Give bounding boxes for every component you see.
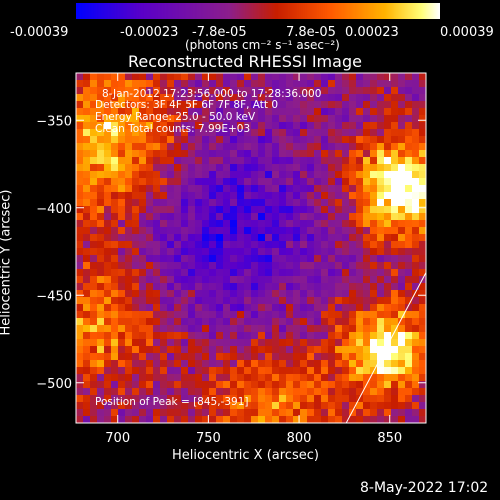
annotation-energy: Energy Range: 25.0 - 50.0 keV xyxy=(95,111,256,123)
colorbar-tick-label: -7.8e-05 xyxy=(192,25,247,40)
peak-position-label: Position of Peak = [845,-391] xyxy=(95,396,249,408)
y-tick-label: −350 xyxy=(36,114,72,129)
footer-date: 8-May-2022 17:02 xyxy=(360,480,489,496)
x-tick-label: 750 xyxy=(196,431,221,446)
annotation-detectors: Detectors: 3F 4F 5F 6F 7F 8F, Att 0 xyxy=(95,99,279,111)
annotation-clean: Clean Total counts: 7.99E+03 xyxy=(95,123,251,135)
plot-frame xyxy=(75,72,427,424)
solar-limb-line xyxy=(345,272,426,423)
colorbar-tick-label: -0.00039 xyxy=(10,25,69,40)
colorbar-units: (photons cm⁻² s⁻¹ asec⁻²) xyxy=(185,38,340,52)
annotation-time: 8-Jan-2012 17:23:56.000 to 17:28:36.000 xyxy=(102,88,322,100)
x-tick-label: 700 xyxy=(105,431,130,446)
colorbar-tick-label: -0.00023 xyxy=(120,25,179,40)
y-axis-label: Heliocentric Y (arcsec) xyxy=(0,189,14,336)
x-axis-label: Heliocentric X (arcsec) xyxy=(172,448,319,463)
y-tick-label: −450 xyxy=(36,289,72,304)
colorbar xyxy=(76,3,440,19)
y-tick-label: −400 xyxy=(36,202,72,217)
colorbar-tick-label: 0.00023 xyxy=(345,25,399,40)
colorbar-tick-label: 0.00039 xyxy=(440,25,494,40)
x-tick-label: 800 xyxy=(287,431,312,446)
x-tick-label: 850 xyxy=(377,431,402,446)
chart-title: Reconstructed RHESSI Image xyxy=(128,52,362,71)
y-tick-label: −500 xyxy=(36,377,72,392)
colorbar-tick-label: 7.8e-05 xyxy=(286,25,336,40)
heatmap-image xyxy=(76,73,426,423)
